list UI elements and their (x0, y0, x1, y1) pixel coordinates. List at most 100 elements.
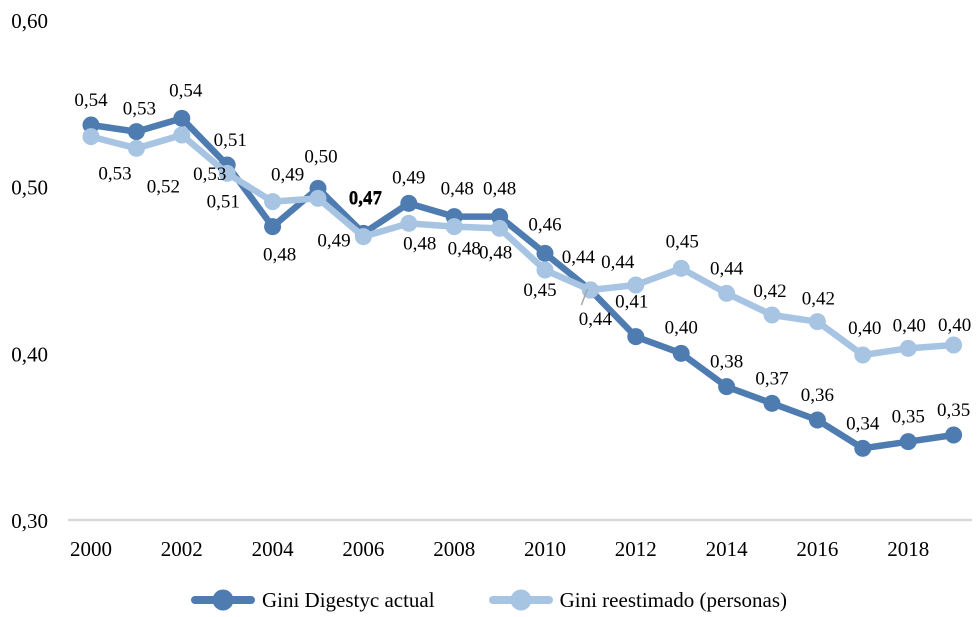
data-point (672, 259, 690, 277)
data-point (945, 426, 963, 444)
data-point (718, 378, 736, 396)
data-label: 0,44 (601, 252, 635, 273)
data-label: 0,42 (802, 289, 835, 310)
y-tick-label: 0,50 (11, 176, 48, 200)
x-tick-label: 2000 (70, 537, 112, 561)
data-label: 0,54 (74, 90, 108, 111)
x-tick-label: 2012 (615, 537, 657, 561)
data-label: 0,51 (214, 130, 247, 151)
x-tick-label: 2016 (796, 537, 838, 561)
data-point (354, 228, 372, 246)
data-label: 0,49 (392, 167, 425, 188)
legend-marker-line-light-icon (488, 589, 553, 611)
data-label: 0,50 (304, 146, 337, 167)
data-label: 0,35 (892, 407, 925, 428)
x-tick-label: 2004 (252, 537, 295, 561)
data-label: 0,49 (271, 165, 304, 186)
data-point (82, 116, 100, 134)
data-point (536, 244, 554, 262)
data-label: 0,49 (317, 230, 350, 251)
data-label: 0,41 (615, 292, 648, 313)
data-point (808, 411, 826, 429)
data-label: 0,53 (123, 99, 156, 120)
legend-item-gini-digestyc-actual: Gini Digestyc actual (190, 587, 435, 613)
data-label: 0,53 (193, 164, 226, 185)
chart-legend: Gini Digestyc actual Gini reestimado (pe… (0, 583, 978, 617)
y-tick-label: 0,40 (11, 342, 48, 366)
data-point (763, 394, 781, 412)
data-label: 0,46 (528, 214, 561, 235)
legend-marker-line-dark-icon (190, 589, 255, 611)
data-label: 0,36 (801, 385, 834, 406)
data-point (264, 193, 282, 211)
data-label: 0,48 (479, 242, 512, 263)
data-label: 0,48 (403, 233, 436, 254)
data-point (173, 109, 191, 127)
data-label: 0,51 (207, 191, 240, 212)
legend-item-gini-reestimado: Gini reestimado (personas) (488, 587, 788, 613)
data-label: 0,48 (263, 245, 296, 266)
x-tick-label: 2006 (342, 537, 384, 561)
data-label: 0,42 (753, 281, 786, 302)
data-point (899, 339, 917, 357)
data-point (945, 336, 963, 354)
x-tick-label: 2014 (706, 537, 749, 561)
data-point (627, 328, 645, 346)
data-point (400, 194, 418, 212)
data-point (173, 126, 191, 144)
label-leader-line (580, 288, 589, 306)
x-tick-label: 2008 (433, 537, 475, 561)
data-label: 0,45 (523, 280, 556, 301)
data-label: 0,48 (448, 239, 481, 260)
x-tick-label: 2018 (887, 537, 929, 561)
data-point (218, 164, 236, 182)
data-point (763, 306, 781, 324)
data-label: 0,40 (893, 315, 926, 336)
data-label: 0,44 (562, 247, 596, 268)
x-tick-label: 2002 (161, 537, 203, 561)
data-label: 0,52 (147, 176, 180, 197)
data-point (672, 344, 690, 362)
data-label: 0,34 (846, 413, 880, 434)
data-point (718, 284, 736, 302)
data-label: 0,53 (98, 164, 131, 185)
data-point (491, 219, 509, 237)
data-point (627, 276, 645, 294)
data-label: 0,47 (349, 188, 383, 209)
legend-marker-dot-dark-icon (212, 589, 234, 611)
data-label: 0,45 (666, 231, 699, 252)
data-point (854, 346, 872, 364)
data-label: 0,48 (441, 179, 474, 200)
series-labels-light: 0,530,520,530,510,490,490,470,48 0,480,48… (98, 164, 971, 339)
y-tick-label: 0,30 (11, 509, 48, 533)
data-point (899, 433, 917, 451)
data-label: 0,40 (938, 315, 971, 336)
legend-label-gini-reestimado: Gini reestimado (personas) (559, 587, 788, 612)
data-label: 0,47 (349, 188, 383, 209)
data-label: 0,40 (848, 318, 881, 339)
data-label: 0,40 (665, 317, 698, 338)
data-label: 0,54 (169, 80, 203, 101)
x-tick-label: 2010 (524, 537, 566, 561)
data-label: 0,38 (710, 352, 743, 373)
data-point (491, 208, 509, 226)
data-point (264, 218, 282, 236)
y-tick-label: 0,60 (11, 9, 48, 33)
data-point (127, 139, 145, 157)
data-point (82, 128, 100, 146)
data-point (808, 313, 826, 331)
data-point (127, 123, 145, 141)
data-point (536, 261, 554, 279)
data-label: 0,48 (483, 179, 516, 200)
chart-canvas: 0,60 0,50 0,40 0,30 2000 2002 2004 2006 2008 2010… (11, 9, 972, 561)
legend-marker-dot-light-icon (510, 589, 532, 611)
series-labels-dark: 0,54 0,530,540,510,480,500,470,490,48 0,48… (74, 80, 970, 434)
data-point (445, 218, 463, 236)
data-label: 0,37 (755, 368, 788, 389)
data-point (400, 214, 418, 232)
data-label: 0,44 (579, 309, 613, 330)
data-point (309, 189, 327, 207)
legend-label-gini-digestyc-actual: Gini Digestyc actual (261, 587, 435, 612)
data-point (854, 439, 872, 457)
